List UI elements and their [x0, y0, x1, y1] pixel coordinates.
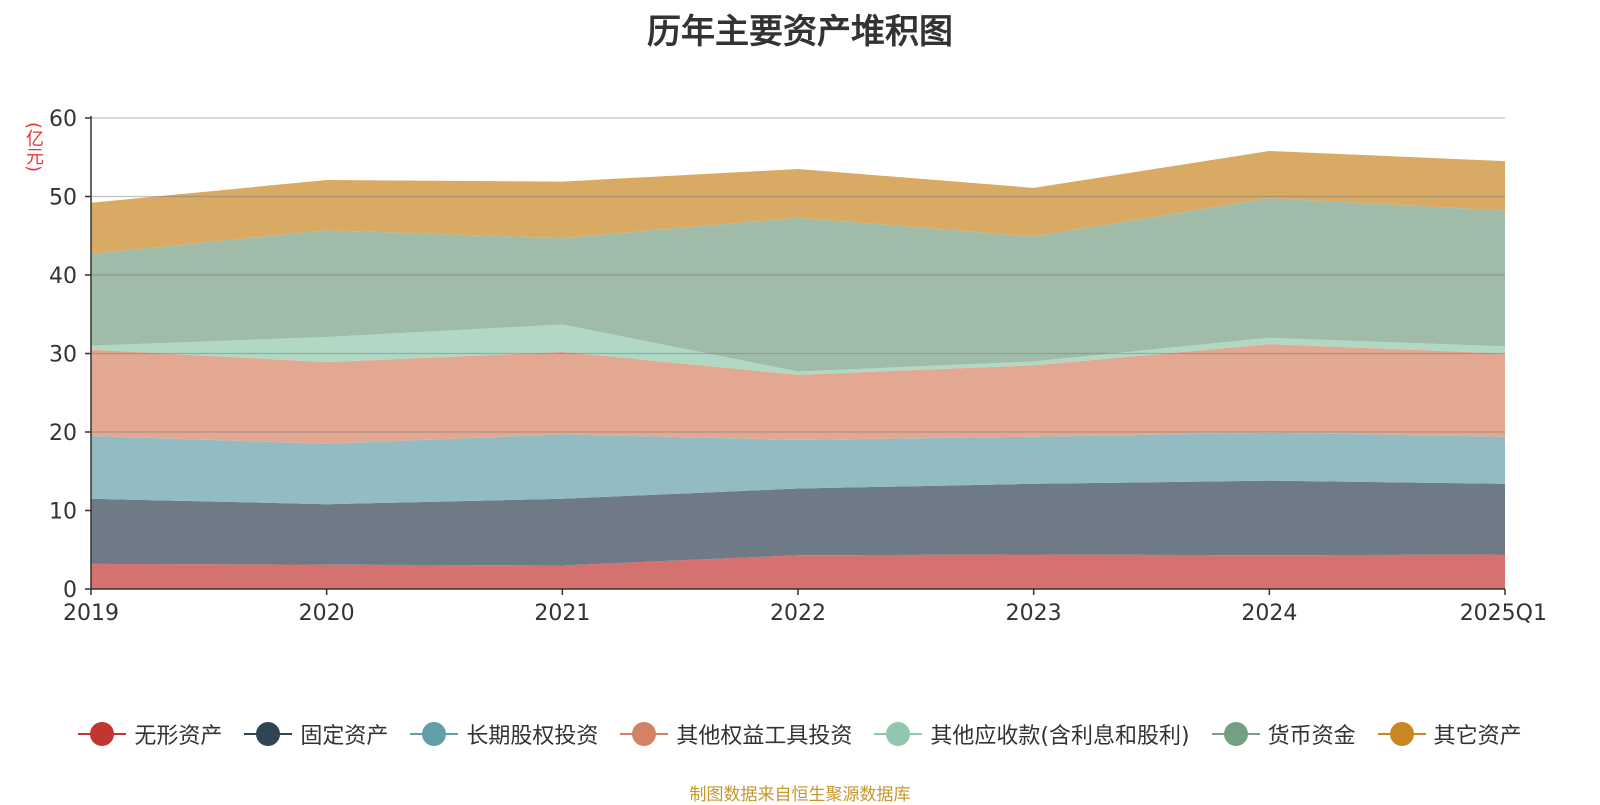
legend-label-2: 长期股权投资	[466, 724, 599, 749]
x-tick-label-1: 2020	[299, 601, 355, 626]
legend-label-4: 其他应收款(含利息和股利)	[930, 724, 1190, 749]
chart-title: 历年主要资产堆积图	[647, 12, 953, 52]
legend-label-0: 无形资产	[134, 724, 223, 749]
legend-marker-5	[1211, 722, 1260, 746]
x-tick-label-5: 2024	[1241, 601, 1297, 626]
area-series-0	[91, 554, 1505, 589]
stacked-area-chart: 0 10 20 30 40 50 60 2019 2020 2021 2022 2023 2024 202…	[49, 107, 1547, 626]
x-tick-label-6: 2025Q1	[1460, 601, 1547, 626]
legend-marker-0	[78, 722, 127, 746]
y-axis-unit-label: (亿元)	[23, 122, 44, 173]
y-tick-label-2: 20	[49, 421, 77, 446]
legend-marker-2	[410, 722, 459, 746]
legend-item-3[interactable]: 其他权益工具投资	[620, 718, 852, 750]
y-tick-label-0: 0	[63, 578, 77, 603]
legend: 无形资产 固定资产 长期股权投资 其他权益工具投资 其他应收款(含利息和股利) 货币资金 其…	[0, 718, 1600, 750]
legend-label-3: 其他权益工具投资	[676, 724, 853, 749]
y-tick-label-4: 40	[49, 264, 77, 289]
area-series-3	[91, 344, 1505, 444]
legend-item-4[interactable]: 其他应收款(含利息和股利)	[874, 718, 1190, 750]
area-series-4	[91, 324, 1505, 375]
area-series-1	[91, 480, 1505, 566]
legend-item-6[interactable]: 其它资产	[1377, 718, 1522, 750]
legend-marker-6	[1377, 722, 1426, 746]
y-tick-label-1: 10	[49, 500, 77, 525]
legend-marker-1	[244, 722, 293, 746]
legend-item-1[interactable]: 固定资产	[244, 718, 388, 750]
area-series-6	[91, 150, 1505, 254]
x-tick-label-2: 2021	[534, 601, 590, 626]
legend-item-5[interactable]: 货币资金	[1211, 718, 1356, 750]
legend-label-5: 货币资金	[1267, 724, 1356, 749]
legend-marker-3	[620, 722, 669, 746]
area-series-2	[91, 432, 1505, 505]
legend-item-0[interactable]: 无形资产	[78, 718, 222, 750]
x-tick-label-4: 2023	[1006, 601, 1062, 626]
legend-label-1: 固定资产	[300, 724, 389, 749]
x-tick-label-0: 2019	[63, 601, 119, 626]
x-tick-label-3: 2022	[770, 601, 826, 626]
legend-label-6: 其它资产	[1433, 724, 1522, 749]
area-series-5	[91, 198, 1505, 372]
y-tick-label-3: 30	[49, 343, 77, 368]
y-tick-label-6: 60	[49, 107, 77, 132]
area-series-layer	[91, 150, 1505, 589]
axes: 0 10 20 30 40 50 60 2019 2020 2021 2022 2023 2024 202…	[49, 107, 1547, 626]
legend-item-2[interactable]: 长期股权投资	[410, 718, 598, 750]
source-note: 制图数据来自恒生聚源数据库	[689, 785, 911, 805]
y-tick-label-5: 50	[49, 186, 77, 211]
legend-marker-4	[874, 722, 923, 746]
